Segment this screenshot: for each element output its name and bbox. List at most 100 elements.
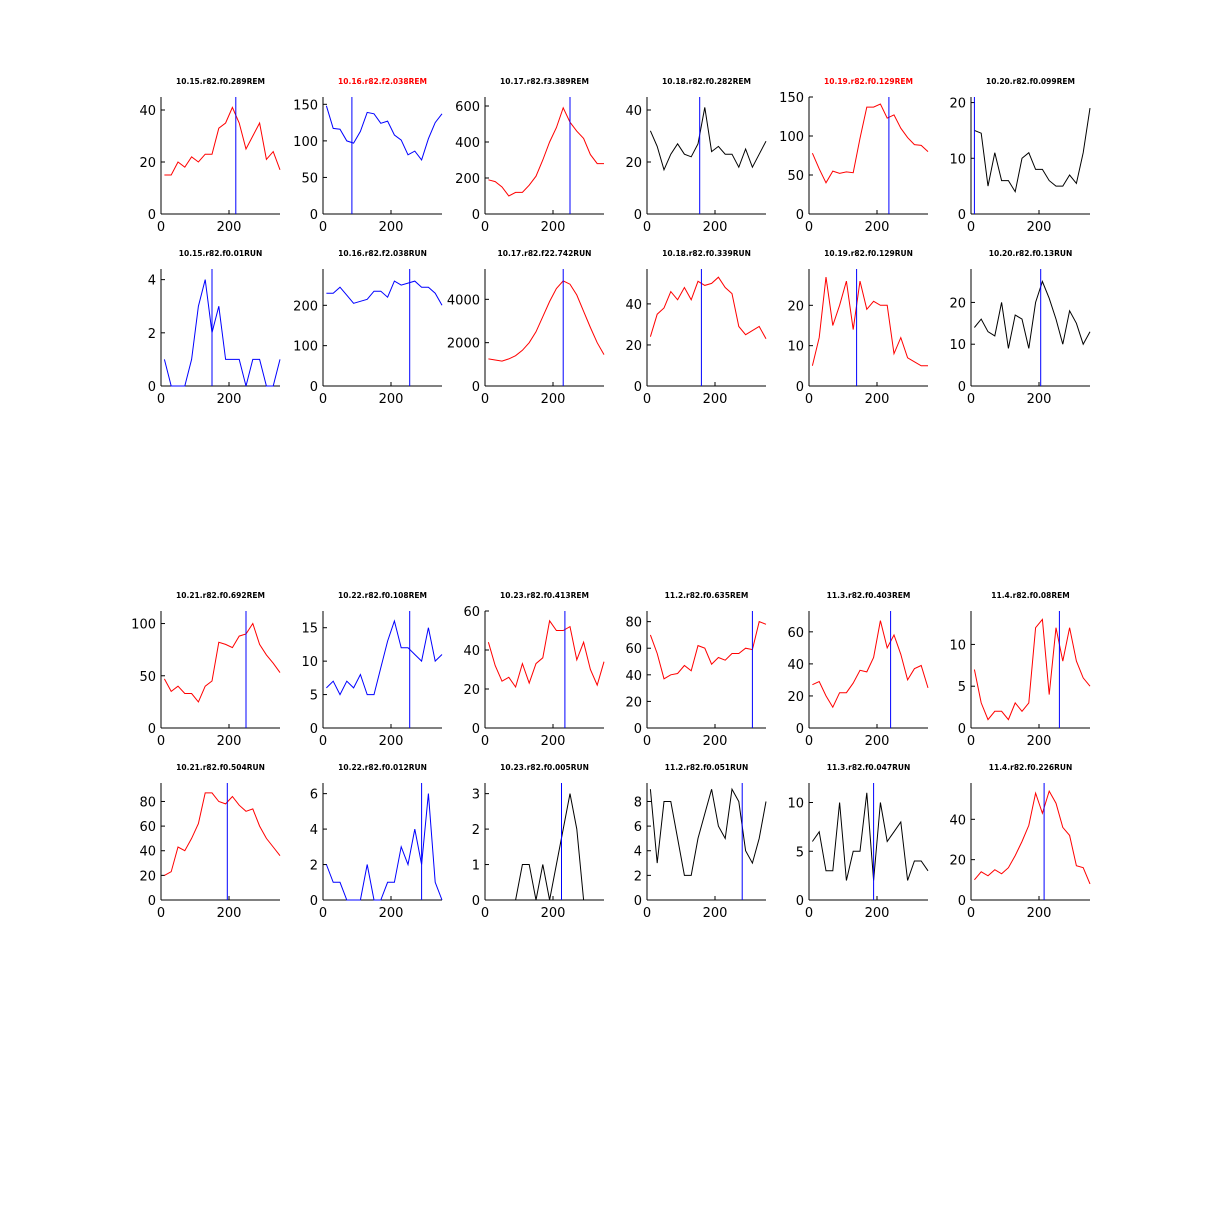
y-tick-label: 40 <box>625 669 642 684</box>
y-tick-label: 5 <box>958 680 966 695</box>
y-tick-label: 20 <box>463 683 480 698</box>
y-tick-label: 10 <box>949 152 966 167</box>
series-line <box>325 105 443 161</box>
y-tick-label: 0 <box>148 722 156 737</box>
y-tick-label: 15 <box>301 622 318 637</box>
subplot-title: 10.21.r82.f0.692REM <box>176 591 265 600</box>
x-tick-label: 0 <box>805 220 813 235</box>
x-tick-label: 200 <box>541 734 566 749</box>
y-tick-label: 200 <box>293 299 318 314</box>
y-tick-label: 2 <box>472 823 480 838</box>
y-tick-label: 0 <box>310 722 318 737</box>
series-line <box>488 280 605 362</box>
y-tick-label: 20 <box>625 156 642 171</box>
y-tick-label: 0 <box>796 208 804 223</box>
x-tick-label: 0 <box>319 220 327 235</box>
y-tick-label: 40 <box>625 104 642 119</box>
x-tick-label: 200 <box>379 734 404 749</box>
series-line <box>973 618 1091 721</box>
subplot-title: 10.15.r82.f0.289REM <box>176 77 265 86</box>
series-line <box>649 620 767 680</box>
subplot-title: 10.17.r82.f22.742RUN <box>498 249 592 258</box>
x-tick-label: 0 <box>157 906 165 921</box>
y-tick-label: 2000 <box>447 337 480 352</box>
y-tick-label: 40 <box>463 644 480 659</box>
y-tick-label: 20 <box>949 296 966 311</box>
y-tick-label: 100 <box>779 130 804 145</box>
subplot-title: 11.4.r82.f0.226RUN <box>989 763 1072 772</box>
x-tick-label: 200 <box>1027 220 1052 235</box>
x-tick-label: 0 <box>967 734 975 749</box>
y-tick-label: 1 <box>472 859 480 874</box>
y-tick-label: 100 <box>293 135 318 150</box>
x-tick-label: 0 <box>319 734 327 749</box>
y-tick-label: 4 <box>310 823 318 838</box>
y-tick-label: 20 <box>949 97 966 112</box>
subplot-9: 10.17.r82.f22.742RUN 0 2000 4000 0 200 <box>447 249 605 407</box>
y-tick-label: 20 <box>625 339 642 354</box>
x-tick-label: 200 <box>541 906 566 921</box>
subplot-22: 11.2.r82.f0.051RUN 0 2 4 6 8 0 200 <box>634 763 767 921</box>
y-tick-label: 0 <box>796 894 804 909</box>
y-tick-label: 0 <box>472 894 480 909</box>
series-line <box>325 793 443 901</box>
x-tick-label: 200 <box>217 734 242 749</box>
y-tick-label: 150 <box>779 91 804 106</box>
x-tick-label: 200 <box>217 220 242 235</box>
x-tick-label: 0 <box>967 392 975 407</box>
x-tick-label: 0 <box>643 734 651 749</box>
y-tick-label: 10 <box>949 338 966 353</box>
y-tick-label: 40 <box>787 658 804 673</box>
x-tick-label: 200 <box>217 392 242 407</box>
y-tick-label: 4 <box>634 845 642 860</box>
subplot-title: 10.23.r82.f0.005RUN <box>500 763 589 772</box>
y-tick-label: 200 <box>455 172 480 187</box>
y-tick-label: 40 <box>949 813 966 828</box>
subplot-18: 11.4.r82.f0.08REM 0 5 10 0 200 <box>949 591 1091 749</box>
y-tick-label: 0 <box>472 722 480 737</box>
x-tick-label: 0 <box>481 220 489 235</box>
subplot-13: 10.21.r82.f0.692REM 0 50 100 0 200 <box>131 591 281 749</box>
subplot-5: 10.19.r82.f0.129REM 0 50 100 150 0 200 <box>779 77 929 235</box>
subplot-16: 11.2.r82.f0.635REM 0 20 40 60 80 0 200 <box>625 591 767 749</box>
y-tick-label: 5 <box>310 689 318 704</box>
y-tick-label: 0 <box>634 380 642 395</box>
y-tick-label: 0 <box>634 894 642 909</box>
subplot-10: 10.18.r82.f0.339RUN 0 20 40 0 200 <box>625 249 767 407</box>
subplot-20: 10.22.r82.f0.012RUN 0 2 4 6 0 200 <box>310 763 443 921</box>
x-tick-label: 200 <box>541 392 566 407</box>
y-tick-label: 0 <box>310 380 318 395</box>
series-line <box>974 280 1091 349</box>
y-tick-label: 10 <box>787 340 804 355</box>
y-tick-label: 0 <box>634 208 642 223</box>
y-tick-label: 0 <box>634 722 642 737</box>
subplot-title: 11.3.r82.f0.047RUN <box>827 763 910 772</box>
y-tick-label: 4 <box>148 274 156 289</box>
subplot-title: 10.15.r82.f0.01RUN <box>179 249 262 258</box>
y-tick-label: 40 <box>139 845 156 860</box>
y-tick-label: 100 <box>293 340 318 355</box>
subplot-title: 10.18.r82.f0.282REM <box>662 77 751 86</box>
x-tick-label: 200 <box>865 220 890 235</box>
series-line <box>163 622 281 703</box>
y-tick-label: 2 <box>148 327 156 342</box>
y-tick-label: 10 <box>301 655 318 670</box>
y-tick-label: 10 <box>949 638 966 653</box>
x-tick-label: 0 <box>481 734 489 749</box>
series-line <box>974 108 1091 194</box>
subplot-title: 11.4.r82.f0.08REM <box>991 591 1069 600</box>
series-line <box>811 103 929 184</box>
series-line <box>812 620 929 709</box>
subplot-title: 10.16.r82.f2.038RUN <box>338 249 427 258</box>
y-tick-label: 0 <box>472 208 480 223</box>
y-tick-label: 6 <box>310 788 318 803</box>
y-tick-label: 0 <box>148 208 156 223</box>
series-line <box>326 619 443 696</box>
subplot-24: 11.4.r82.f0.226RUN 0 20 40 0 200 <box>949 763 1091 921</box>
y-tick-label: 0 <box>958 894 966 909</box>
subplot-title: 11.2.r82.f0.051RUN <box>665 763 748 772</box>
x-tick-label: 0 <box>805 734 813 749</box>
y-tick-label: 60 <box>463 605 480 620</box>
subplot-title: 10.19.r82.f0.129REM <box>824 77 913 86</box>
